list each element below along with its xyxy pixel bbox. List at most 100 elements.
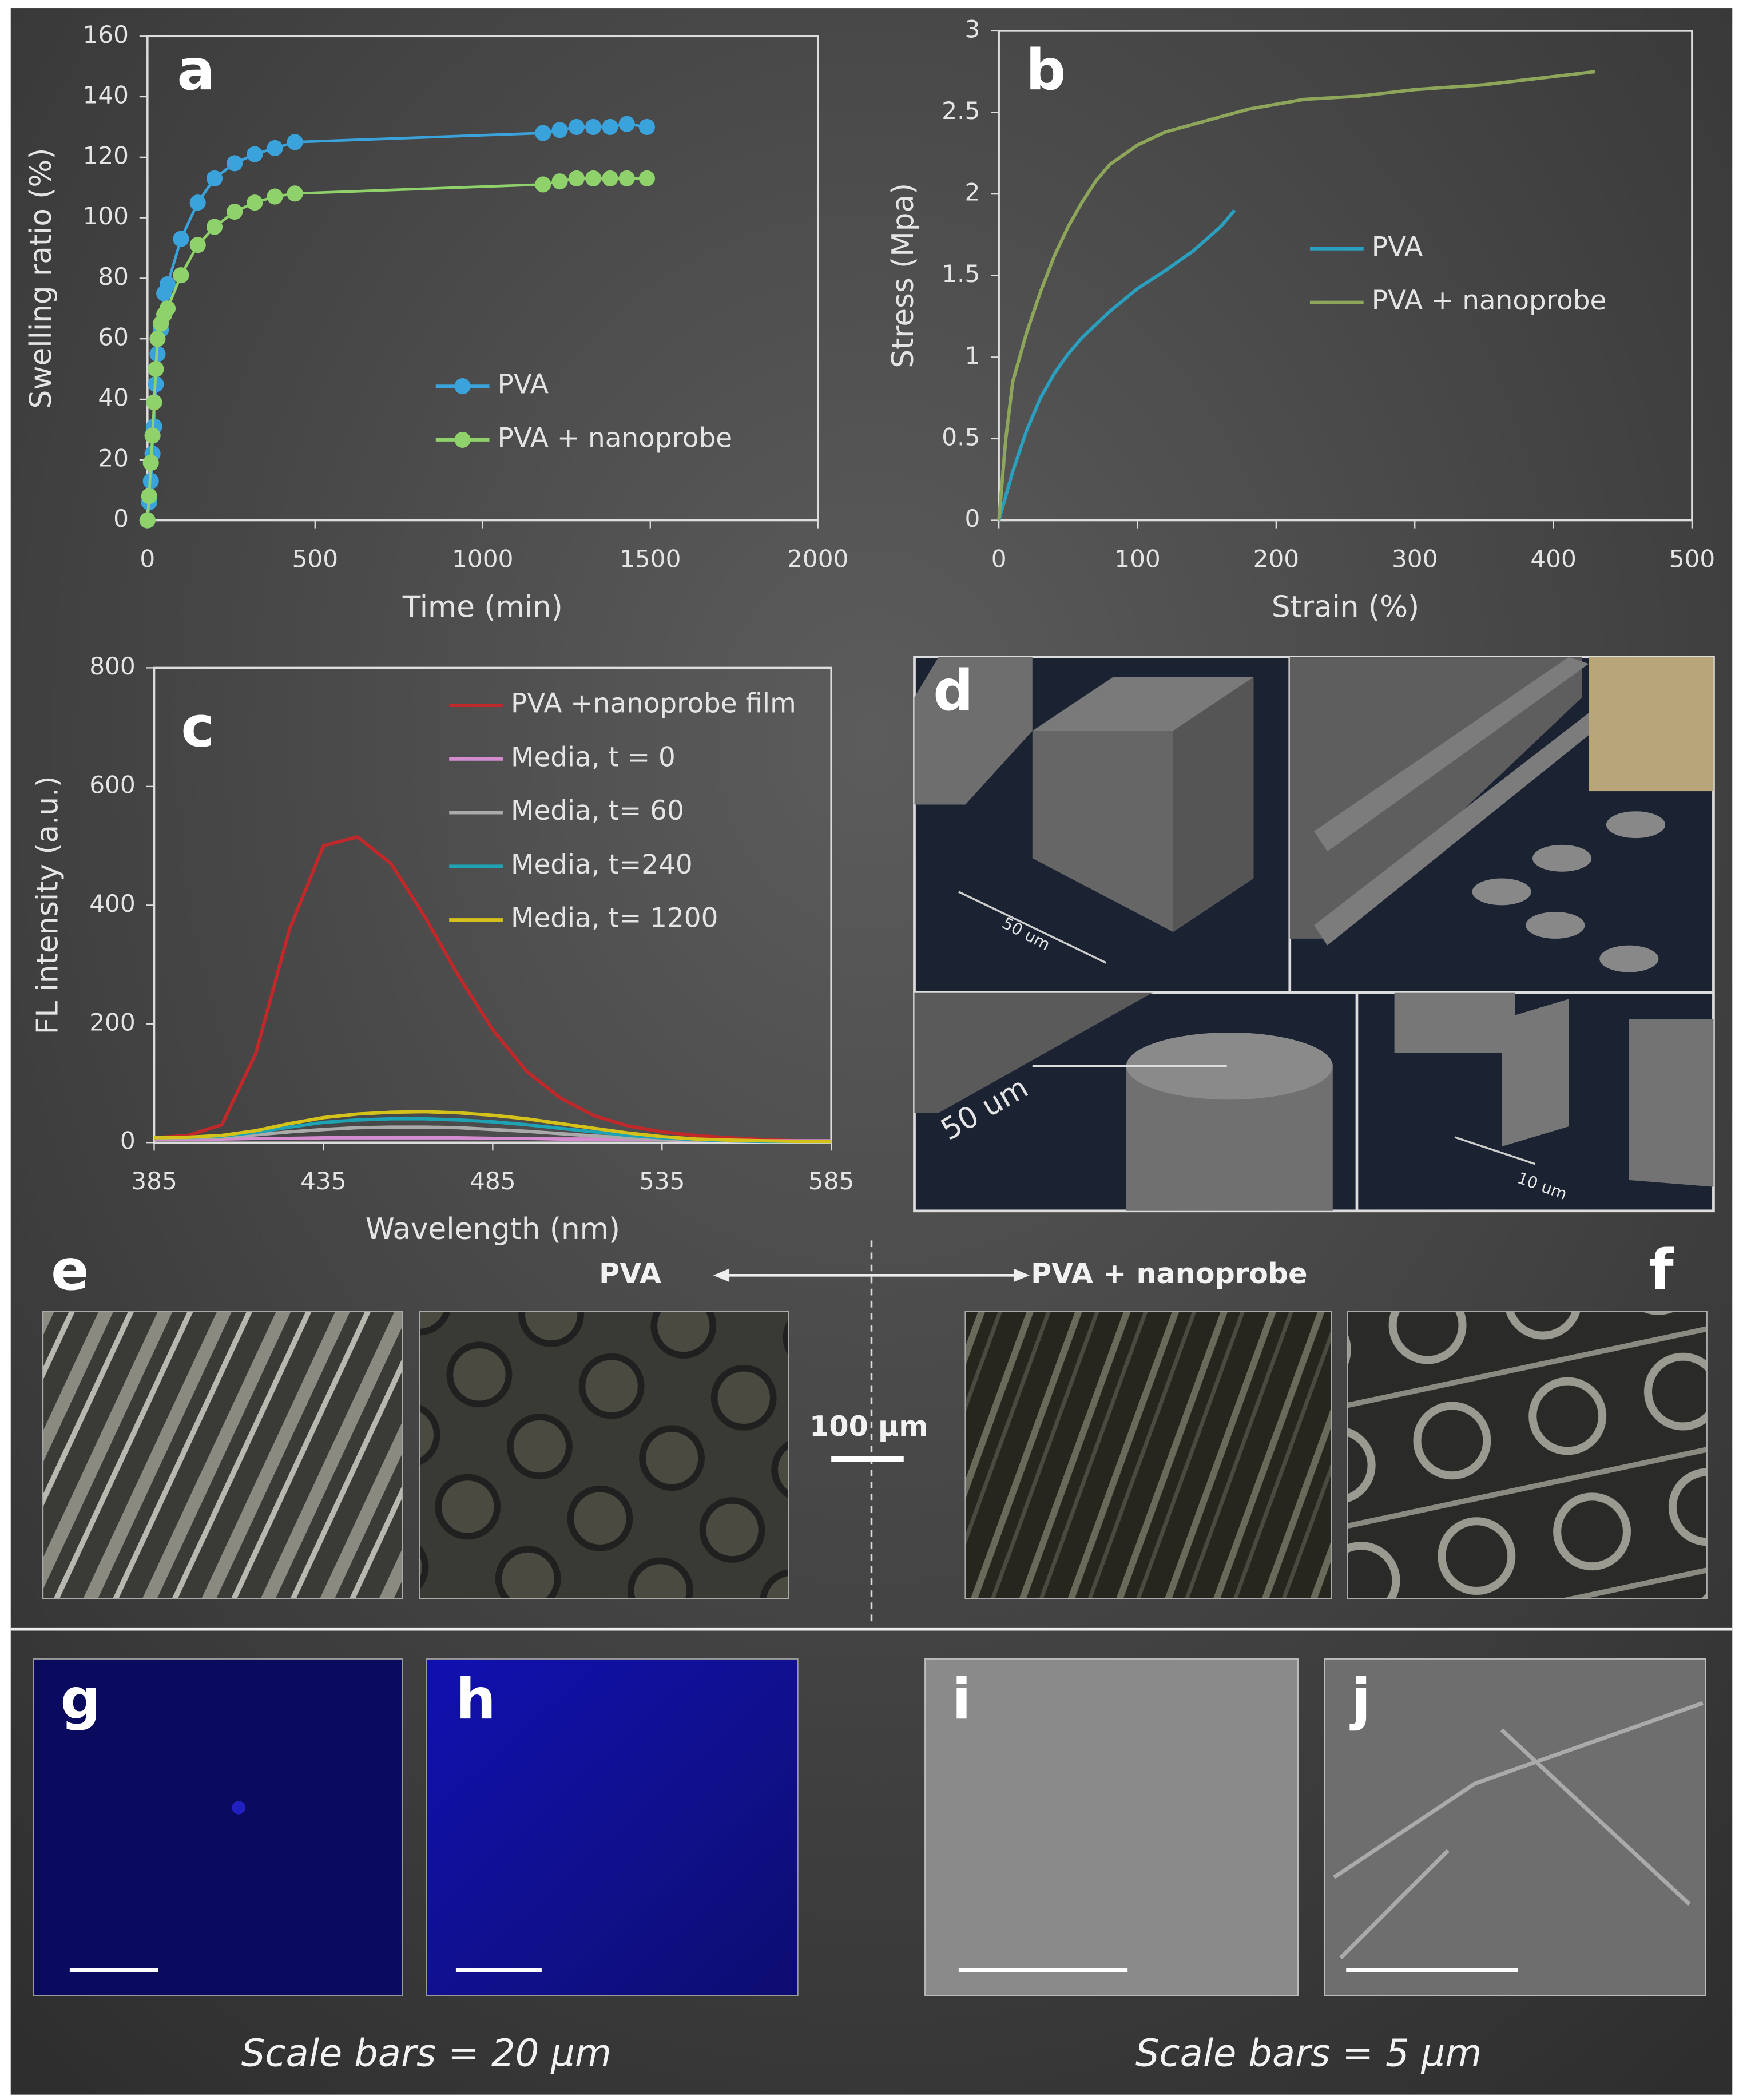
y-tick-label: 0.5 xyxy=(942,423,980,451)
data-point xyxy=(227,203,243,220)
x-axis-label: Time (min) xyxy=(402,590,563,624)
y-tick-label: 1.5 xyxy=(942,260,980,288)
y-tick-label: 0 xyxy=(113,505,129,533)
y-tick-label: 60 xyxy=(98,323,129,351)
legend-label: PVA + nanoprobe xyxy=(1372,285,1607,316)
rail xyxy=(1313,657,1589,852)
y-tick-label: 40 xyxy=(98,383,129,411)
y-tick-label: 20 xyxy=(98,444,129,472)
data-point xyxy=(159,300,176,317)
y-tick-label: 3 xyxy=(965,15,980,43)
data-point xyxy=(148,361,164,378)
dimension xyxy=(1454,1136,1536,1165)
data-point xyxy=(638,170,655,186)
legend-label: PVA xyxy=(1372,231,1423,263)
legend-label: PVA + nanoprobe xyxy=(498,422,733,454)
y-tick-label: 2.5 xyxy=(942,97,980,125)
y-tick-label: 800 xyxy=(89,652,136,680)
data-point xyxy=(585,170,602,186)
data-point xyxy=(206,170,223,186)
legend-marker xyxy=(454,378,471,395)
micrograph xyxy=(419,1311,789,1599)
x-tick-label: 1500 xyxy=(620,545,681,573)
data-point xyxy=(189,194,206,211)
block xyxy=(914,992,1153,1113)
fluorescence-image xyxy=(426,1658,799,1996)
pillar xyxy=(1526,912,1585,939)
y-axis-label: Swelling ratio (%) xyxy=(24,148,58,409)
rail xyxy=(1313,697,1623,946)
data-point xyxy=(146,394,162,411)
panel-label: d xyxy=(933,658,973,724)
panel-label: f xyxy=(1649,1238,1674,1303)
series-line xyxy=(154,1110,832,1144)
x-axis-label: Strain (%) xyxy=(1272,590,1419,624)
y-tick-label: 0 xyxy=(120,1127,136,1155)
data-point xyxy=(602,118,618,136)
data-point xyxy=(602,170,618,186)
arrow-head xyxy=(1013,1268,1030,1283)
series-line xyxy=(997,209,1236,521)
block xyxy=(1032,677,1254,731)
block xyxy=(1394,992,1515,1053)
panel-label: c xyxy=(181,694,214,760)
y-tick-label: 0 xyxy=(965,505,980,533)
panels-e-f: PVA PVA + nanoprobe e f 100 µm xyxy=(10,1238,1733,1631)
x-tick-label: 0 xyxy=(140,545,155,573)
data-point xyxy=(141,488,157,505)
data-point xyxy=(247,146,263,162)
legend-label: Media, t = 0 xyxy=(511,741,676,773)
data-point xyxy=(568,170,585,186)
footer-note: Scale bars = 20 µm xyxy=(241,2032,612,2075)
y-tick-label: 160 xyxy=(82,21,129,49)
data-point xyxy=(206,219,223,235)
chart: 0 100 200 300 400 500 0 0.5 1 1.5 2 2.5 3 Strain (%) S… xyxy=(886,15,1715,624)
data-point xyxy=(139,512,156,529)
data-point xyxy=(267,140,283,157)
x-tick-label: 400 xyxy=(1530,545,1577,573)
data-point xyxy=(568,118,585,136)
x-tick-label: 535 xyxy=(639,1167,685,1195)
legend-marker xyxy=(454,431,471,448)
panel-d: d 50 um 50 um 10 um xyxy=(913,656,1715,1213)
x-axis-label: Wavelength (nm) xyxy=(366,1212,620,1246)
x-tick-label: 100 xyxy=(1114,545,1161,573)
x-tick-label: 300 xyxy=(1392,545,1438,573)
chart: 385 435 485 535 585 0 200 400 600 800 Wavelength (… xyxy=(31,652,855,1246)
y-axis-label: Stress (Mpa) xyxy=(886,183,920,368)
pillar xyxy=(1606,811,1666,839)
data-point xyxy=(142,454,159,471)
cylinder-top xyxy=(1126,1033,1333,1100)
y-tick-label: 200 xyxy=(89,1008,136,1036)
data-point xyxy=(149,331,166,347)
cylinder xyxy=(1629,1019,1714,1187)
x-tick-label: 0 xyxy=(991,545,1007,573)
data-point xyxy=(287,185,303,202)
pillar xyxy=(1599,945,1659,972)
data-point xyxy=(585,118,602,136)
data-point xyxy=(267,188,283,205)
block xyxy=(1032,731,1173,932)
y-tick-label: 400 xyxy=(89,890,136,918)
panel-label: i xyxy=(952,1667,971,1732)
y-tick-label: 80 xyxy=(98,263,129,291)
panels-g-j: g h i j Scale bars = 20 µm Scale bars = … xyxy=(33,1658,1706,2075)
x-tick-label: 500 xyxy=(292,545,339,573)
legend-label: PVA xyxy=(498,369,549,400)
legend-label: Media, t=240 xyxy=(511,849,693,880)
footer-note: Scale bars = 5 µm xyxy=(1135,2032,1482,2075)
data-point xyxy=(551,122,568,138)
x-tick-label: 585 xyxy=(808,1167,855,1195)
y-axis-label: FL intensity (a.u.) xyxy=(31,776,65,1034)
dimension xyxy=(958,891,1107,964)
rails xyxy=(1289,657,1582,939)
data-point xyxy=(247,194,263,211)
sem-image xyxy=(924,1658,1299,1996)
data-point xyxy=(287,134,303,150)
panel-label: b xyxy=(1026,38,1066,103)
y-tick-label: 2 xyxy=(965,178,980,207)
fluorescence-image xyxy=(33,1658,403,1996)
spot xyxy=(232,1801,245,1815)
x-tick-label: 2000 xyxy=(787,545,848,573)
micrograph xyxy=(964,1311,1332,1599)
